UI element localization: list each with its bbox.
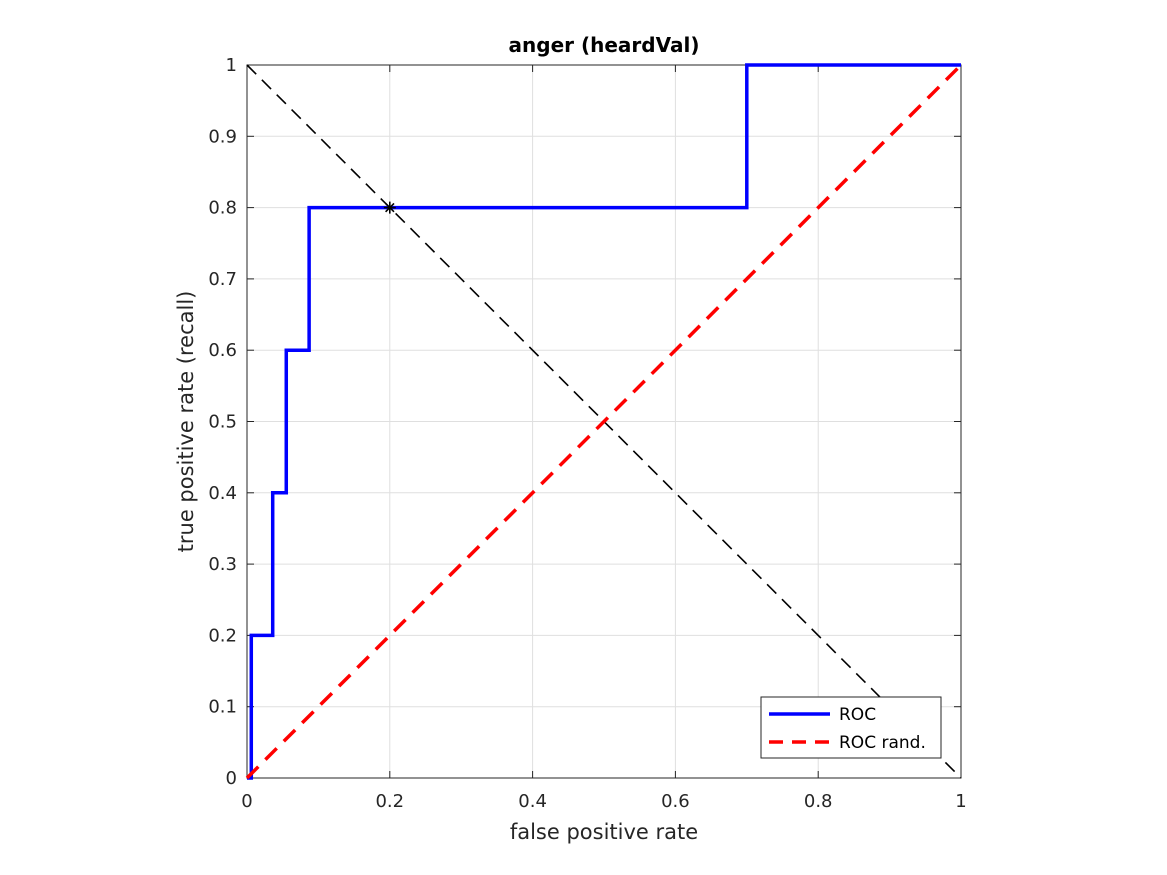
series: [245, 63, 963, 780]
roc-random-line: [245, 63, 963, 780]
y-tick-label: 0.2: [208, 625, 237, 646]
roc-curve-line: [247, 63, 961, 780]
y-tick-label: 0.3: [208, 554, 237, 575]
y-tick-label: 0.9: [208, 126, 237, 147]
y-tick-label: 0.5: [208, 412, 237, 433]
legend: ROC ROC rand.: [760, 696, 942, 759]
x-tick-label: 0.8: [804, 791, 833, 812]
axis-ticks: 0 0.2 0.4 0.6 0.8 1 0 0.1 0.2 0.3 0.4 0.5 0.6 0.7 0.8 0…: [208, 55, 966, 812]
y-tick-label: 0.7: [208, 269, 237, 290]
x-tick-label: 0.2: [375, 791, 404, 812]
y-tick-label: 1: [226, 55, 237, 76]
legend-label-roc-rand: ROC rand.: [839, 733, 926, 753]
y-tick-label: 0.1: [208, 697, 237, 718]
y-tick-label: 0: [226, 768, 237, 789]
x-axis-label: false positive rate: [510, 820, 698, 844]
x-tick-label: 0.6: [661, 791, 690, 812]
y-tick-label: 0.8: [208, 198, 237, 219]
legend-label-roc: ROC: [839, 705, 876, 725]
y-tick-label: 0.4: [208, 483, 237, 504]
y-tick-label: 0.6: [208, 340, 237, 361]
x-tick-label: 0.4: [518, 791, 547, 812]
x-tick-label: 0: [241, 791, 252, 812]
operating-point-marker: [383, 201, 396, 214]
chart-title: anger (heardVal): [509, 33, 700, 57]
x-tick-label: 1: [955, 791, 966, 812]
y-axis-label: true positive rate (recall): [174, 291, 198, 553]
legend-box: [760, 696, 942, 759]
